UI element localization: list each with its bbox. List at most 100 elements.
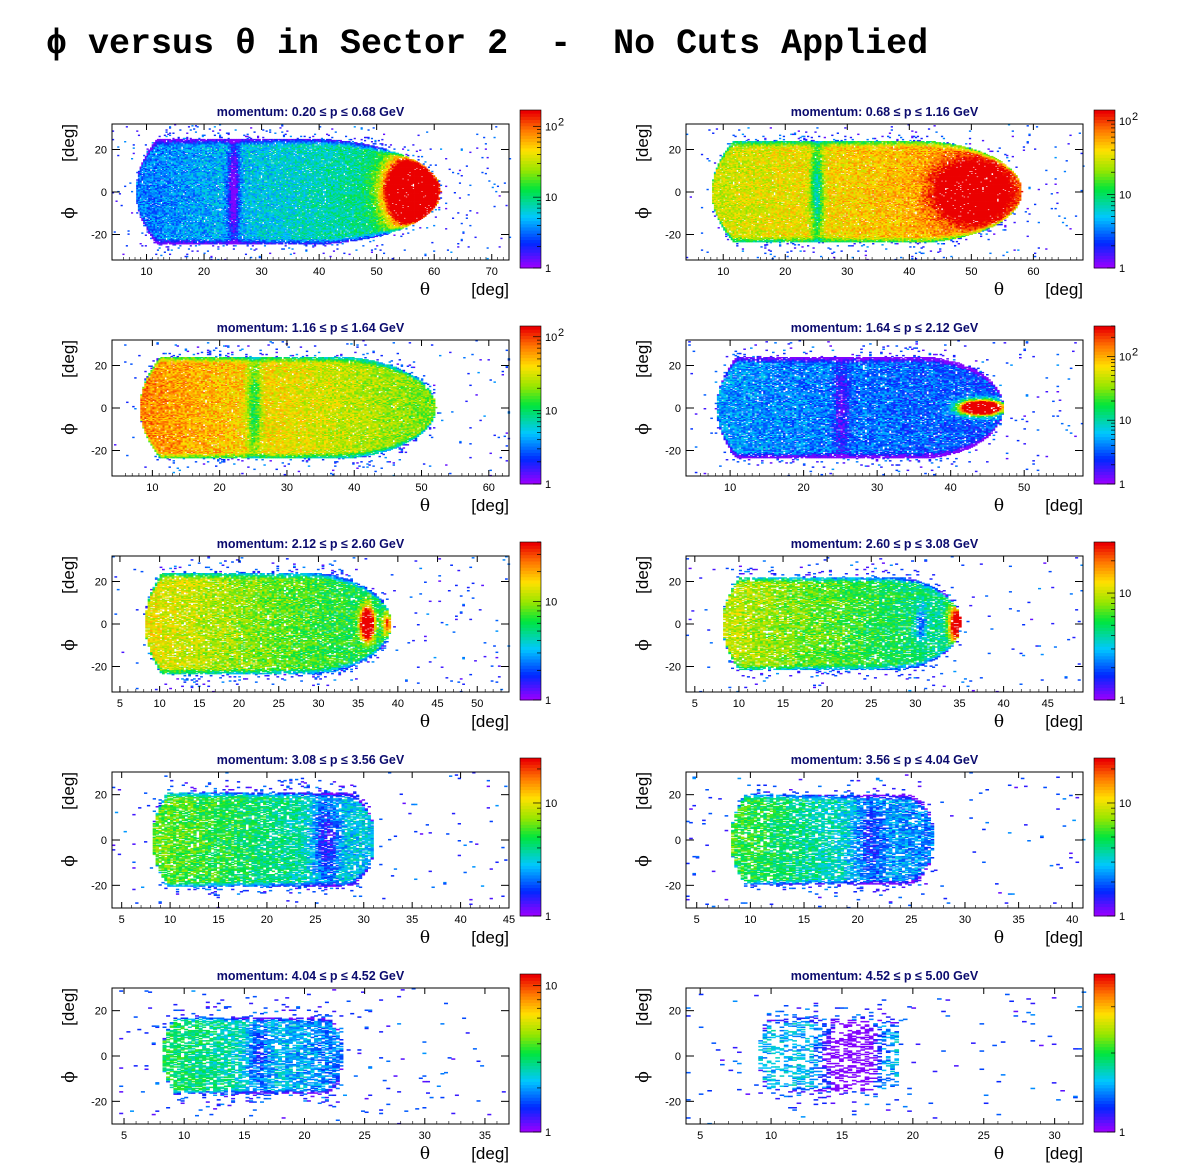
x-tick-label: 15 <box>238 1130 250 1142</box>
y-tick-label: 0 <box>675 619 681 631</box>
y-tick-label: 0 <box>101 835 107 847</box>
x-axis-label: θ <box>994 280 1004 300</box>
x-tick-label: 10 <box>178 1130 190 1142</box>
y-tick-label: 20 <box>669 361 681 373</box>
y-tick-label: -20 <box>91 446 107 458</box>
colorbar-tick-label: 1 <box>1119 1127 1125 1139</box>
colorbar-tick-label: 1 <box>545 263 551 275</box>
x-tick-label: 30 <box>419 1130 431 1142</box>
y-tick-label: 0 <box>675 187 681 199</box>
x-tick-label: 30 <box>281 482 293 494</box>
y-axis-unit: [deg] <box>59 340 78 378</box>
y-tick-label: 0 <box>675 835 681 847</box>
colorbar-tick-label: 10 <box>1119 116 1131 128</box>
colorbar-tick-label: 1 <box>545 479 551 491</box>
x-tick-label: 20 <box>214 482 226 494</box>
x-tick-label: 45 <box>431 698 443 710</box>
x-axis-unit: [deg] <box>471 928 509 947</box>
subplot-title: momentum: 0.20 ≤ p ≤ 0.68 GeV <box>217 105 405 119</box>
x-tick-label: 40 <box>945 482 957 494</box>
x-tick-label: 40 <box>348 482 360 494</box>
y-tick-label: 20 <box>669 1006 681 1018</box>
x-tick-label: 30 <box>312 698 324 710</box>
heatmap-cells <box>686 556 1083 692</box>
x-tick-label: 30 <box>909 698 921 710</box>
subplot-title: momentum: 4.52 ≤ p ≤ 5.00 GeV <box>791 969 979 983</box>
x-tick-label: 40 <box>997 698 1009 710</box>
x-axis-label: θ <box>420 496 430 516</box>
x-axis-unit: [deg] <box>471 1144 509 1163</box>
x-tick-label: 30 <box>1049 1130 1061 1142</box>
x-tick-label: 35 <box>406 914 418 926</box>
y-tick-label: -20 <box>91 230 107 242</box>
colorbar-tick-label: 10 <box>1119 351 1131 363</box>
colorbar-tick-label: 10 <box>545 798 557 810</box>
x-tick-label: 10 <box>717 266 729 278</box>
x-tick-label: 10 <box>744 914 756 926</box>
colorbar-tick-label: 10 <box>545 121 557 133</box>
heatmap-cells <box>112 556 510 692</box>
x-tick-label: 20 <box>261 914 273 926</box>
x-tick-label: 40 <box>1066 914 1078 926</box>
x-tick-label: 50 <box>371 266 383 278</box>
y-axis-unit: [deg] <box>59 124 78 162</box>
x-tick-label: 50 <box>965 266 977 278</box>
y-axis-unit: [deg] <box>59 772 78 810</box>
x-tick-label: 40 <box>454 914 466 926</box>
y-axis-label: ϕ <box>633 207 653 219</box>
y-axis-label: ϕ <box>633 1071 653 1083</box>
colorbar-tick-exponent: 2 <box>1132 111 1138 123</box>
colorbar-tick-label: 1 <box>545 1127 551 1139</box>
x-tick-label: 5 <box>121 1130 127 1142</box>
x-tick-label: 20 <box>821 698 833 710</box>
color-bar: 110 <box>1094 542 1131 707</box>
y-tick-label: 20 <box>95 145 107 157</box>
subplot-title: momentum: 4.04 ≤ p ≤ 4.52 GeV <box>217 969 405 983</box>
y-axis-label: ϕ <box>59 1071 79 1083</box>
y-axis-unit: [deg] <box>633 988 652 1026</box>
y-tick-label: 0 <box>101 403 107 415</box>
y-tick-label: -20 <box>665 446 681 458</box>
x-tick-label: 25 <box>309 914 321 926</box>
x-tick-label: 15 <box>777 698 789 710</box>
color-bar: 110 <box>520 974 557 1139</box>
colorbar-tick-label: 10 <box>545 192 557 204</box>
subplot-title: momentum: 1.16 ≤ p ≤ 1.64 GeV <box>217 321 405 335</box>
x-tick-label: 5 <box>697 1130 703 1142</box>
y-axis-label: ϕ <box>633 423 653 435</box>
colorbar-tick-label: 10 <box>545 332 557 344</box>
heatmap-cells <box>112 124 511 260</box>
color-bar: 1 <box>1094 974 1125 1139</box>
colorbar-tick-label: 10 <box>1119 588 1131 600</box>
heatmap-cells <box>686 772 1086 908</box>
subplot-title: momentum: 3.56 ≤ p ≤ 4.04 GeV <box>791 753 979 767</box>
plot-frame <box>686 988 1083 1124</box>
y-tick-label: 0 <box>675 1051 681 1063</box>
subplot-title: momentum: 2.60 ≤ p ≤ 3.08 GeV <box>791 537 979 551</box>
x-tick-label: 40 <box>313 266 325 278</box>
y-tick-label: 20 <box>669 790 681 802</box>
x-axis-label: θ <box>420 712 430 732</box>
x-tick-label: 15 <box>193 698 205 710</box>
colorbar-tick-label: 1 <box>545 911 551 923</box>
x-tick-label: 60 <box>483 482 495 494</box>
x-axis-label: θ <box>420 1144 430 1164</box>
x-axis-unit: [deg] <box>471 496 509 515</box>
heatmap-cells <box>112 772 508 908</box>
colorbar-tick-label: 10 <box>1119 189 1131 201</box>
colorbar-tick-label: 10 <box>545 596 557 608</box>
y-tick-label: 0 <box>675 403 681 415</box>
x-tick-label: 30 <box>255 266 267 278</box>
x-axis-unit: [deg] <box>471 712 509 731</box>
x-tick-label: 10 <box>140 266 152 278</box>
x-tick-label: 20 <box>233 698 245 710</box>
color-bar: 110 <box>520 542 557 707</box>
y-tick-label: 20 <box>669 145 681 157</box>
x-tick-label: 10 <box>146 482 158 494</box>
x-tick-label: 5 <box>117 698 123 710</box>
x-tick-label: 20 <box>852 914 864 926</box>
